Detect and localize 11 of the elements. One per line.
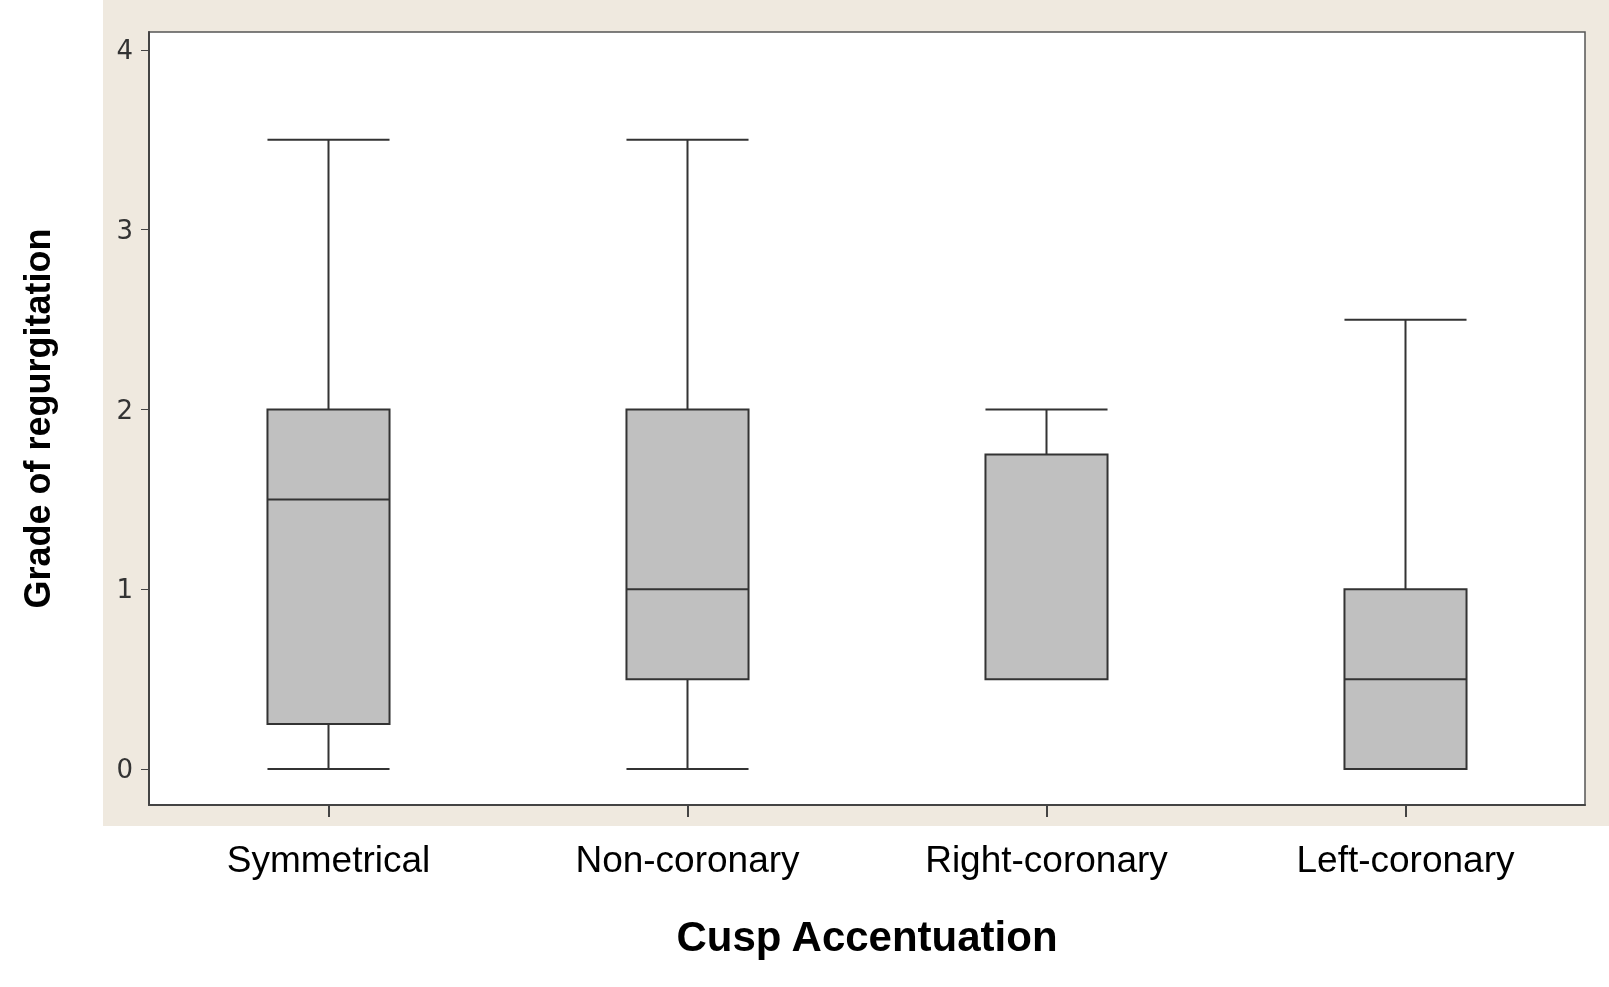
x-tick-label: Symmetrical bbox=[226, 839, 431, 880]
y-tick-label: 4 bbox=[116, 34, 133, 65]
y-tick-label: 0 bbox=[116, 754, 133, 785]
y-tick-label: 1 bbox=[116, 574, 133, 605]
y-tick-label: 2 bbox=[116, 394, 133, 425]
x-tick-label: Left-coronary bbox=[1296, 839, 1515, 880]
y-tick-label: 3 bbox=[116, 214, 133, 245]
x-tick-label: Right-coronary bbox=[925, 839, 1169, 880]
x-tick-label: Non-coronary bbox=[575, 839, 801, 880]
x-axis-title: Cusp Accentuation bbox=[676, 912, 1058, 960]
y-axis-title: Grade of regurgitation bbox=[16, 228, 58, 609]
